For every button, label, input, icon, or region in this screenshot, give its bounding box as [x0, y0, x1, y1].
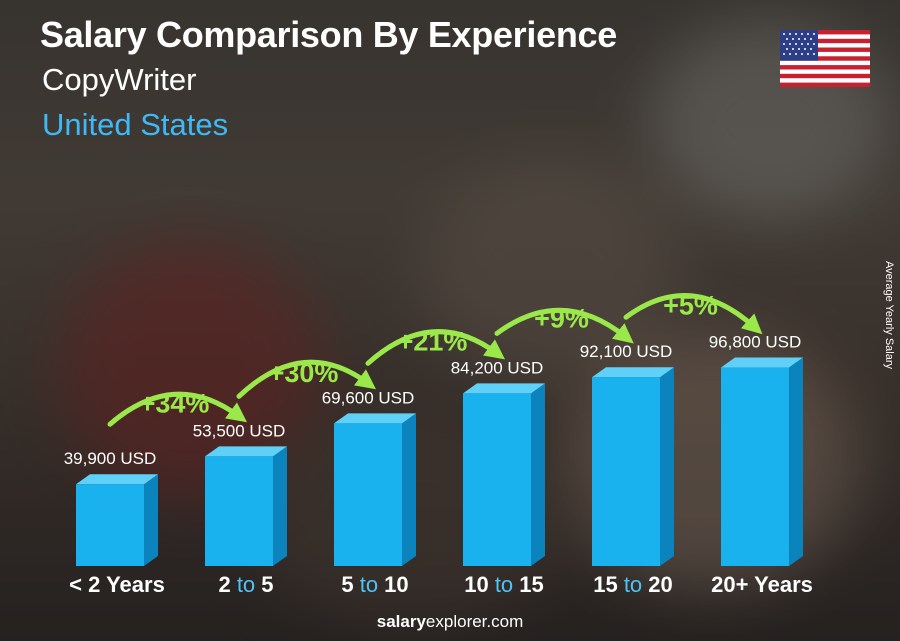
- bar-side: [144, 474, 158, 566]
- bar-top: [463, 383, 545, 394]
- category-label: 5 to 10: [341, 572, 408, 597]
- brand-bold: salary: [376, 612, 426, 631]
- value-label: 96,800 USD: [709, 333, 802, 352]
- category-label: 2 to 5: [218, 572, 273, 597]
- bar: [334, 423, 402, 566]
- increase-arrow: [107, 391, 248, 427]
- bar: [463, 393, 531, 566]
- bar: [592, 377, 660, 566]
- value-label: 53,500 USD: [193, 421, 286, 440]
- value-label: 92,100 USD: [580, 342, 673, 361]
- bar-side: [531, 383, 545, 566]
- bar-side: [273, 446, 287, 566]
- value-label: 39,900 USD: [64, 449, 157, 468]
- footer-brand[interactable]: salaryexplorer.com: [0, 612, 900, 632]
- increase-label: +30%: [269, 358, 339, 388]
- us-flag-icon: [780, 30, 870, 87]
- bar-top: [334, 413, 416, 424]
- category-label: 15 to 20: [593, 572, 673, 597]
- bar-top: [205, 446, 287, 457]
- bar-side: [402, 413, 416, 566]
- bar: [205, 456, 273, 566]
- increase-arrow: [623, 293, 763, 335]
- increase-label: +21%: [398, 326, 468, 356]
- bar-side: [660, 367, 674, 566]
- category-label: 10 to 15: [464, 572, 544, 597]
- increase-label: +5%: [663, 290, 718, 320]
- bar: [76, 484, 144, 566]
- value-label: 84,200 USD: [451, 358, 544, 377]
- country-name: United States: [42, 107, 229, 142]
- category-label: < 2 Years: [69, 572, 165, 597]
- bar-top: [592, 367, 674, 378]
- job-title: CopyWriter: [42, 62, 197, 97]
- category-label: 20+ Years: [711, 572, 813, 597]
- increase-label: +9%: [534, 303, 589, 333]
- bar: [721, 367, 789, 566]
- increase-arrow: [365, 329, 506, 366]
- bar-top: [76, 474, 158, 485]
- bar-side: [789, 357, 803, 566]
- chart-title: Salary Comparison By Experience: [40, 14, 617, 55]
- increase-arrow: [494, 307, 634, 344]
- increase-arrow: [236, 359, 377, 399]
- brand-rest: explorer.com: [425, 612, 524, 631]
- increase-label: +34%: [140, 388, 210, 418]
- value-label: 69,600 USD: [322, 388, 415, 407]
- background-blur-shape: [420, 160, 680, 380]
- y-axis-label: Average Yearly Salary: [883, 260, 895, 370]
- bar-top: [721, 357, 803, 368]
